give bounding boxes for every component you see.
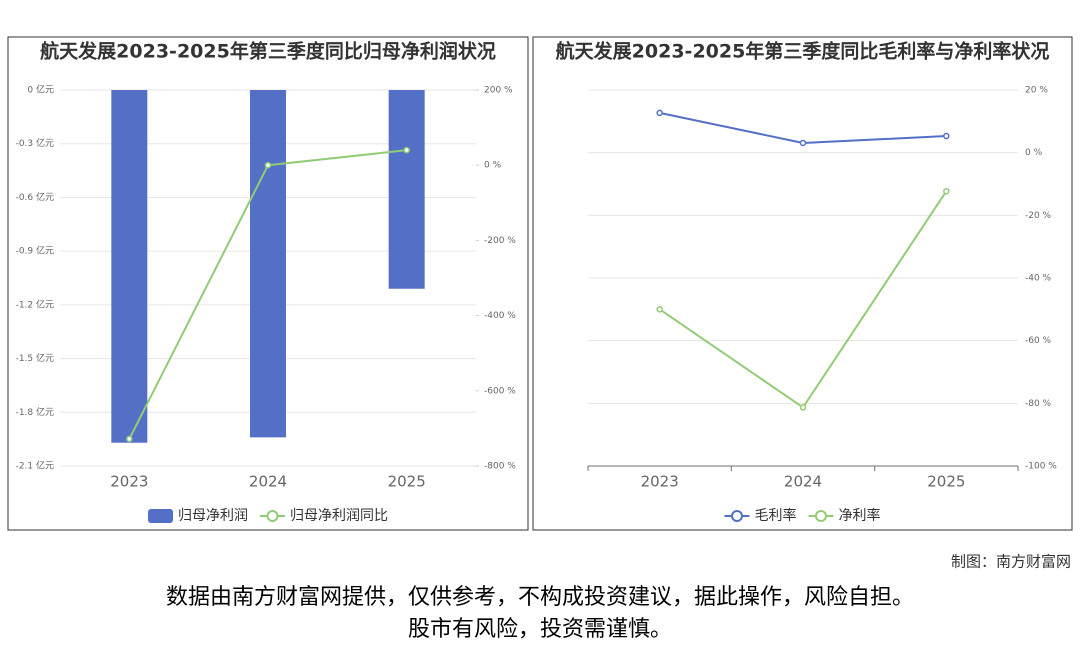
chart: 航天发展2023-2025年第三季度同比毛利率与净利率状况 20 % 0 % -20 …	[556, 40, 1058, 525]
point	[943, 187, 950, 195]
x-tick-label: 2023	[110, 473, 148, 491]
legend-swatch	[266, 510, 279, 522]
point	[126, 435, 133, 443]
legend-label: 归母净利润同比	[290, 507, 388, 524]
point	[799, 404, 807, 411]
y-tick-label: 20 %	[1025, 86, 1048, 96]
x-tick-label: 2024	[249, 473, 287, 491]
y2-tick-label: -800 %	[484, 462, 516, 472]
panel-frame	[7, 36, 529, 531]
y-tick-label: 0 %	[1025, 148, 1043, 158]
y2-tick-label: -200 %	[484, 236, 516, 246]
x-tick-label: 2024	[784, 473, 822, 491]
bar	[388, 90, 425, 289]
legend-swatch	[731, 510, 743, 522]
y-tick-label: -1.2 亿元	[16, 298, 54, 310]
point	[943, 132, 950, 140]
disclaimer: 数据由南方财富网提供，仅供参考，不构成投资建议，据此操作，风险自担。	[166, 585, 914, 610]
panel-frame	[532, 36, 1073, 531]
x-tick-label: 2025	[927, 473, 965, 491]
y2-tick-label: -600 %	[484, 386, 516, 396]
line	[659, 190, 948, 409]
chart-title: 航天发展2023-2025年第三季度同比归母净利润状况	[40, 40, 496, 63]
point	[403, 146, 410, 154]
y-tick-label: -20 %	[1025, 211, 1052, 221]
x-tick-label: 2025	[388, 473, 426, 491]
y-tick-label: -1.8 亿元	[16, 406, 54, 418]
y-tick-label: -80 %	[1025, 399, 1052, 409]
y2-tick-label: -400 %	[484, 311, 516, 321]
y-tick-label: -0.3 亿元	[16, 137, 54, 149]
y-tick-label: -0.6 亿元	[16, 191, 54, 203]
bar	[250, 90, 286, 438]
y-tick-label: -100 %	[1025, 462, 1057, 472]
line	[659, 111, 947, 144]
bar	[111, 90, 148, 443]
y-tick-label: -1.5 亿元	[16, 352, 54, 364]
chart-title: 航天发展2023-2025年第三季度同比毛利率与净利率状况	[556, 40, 1050, 63]
point	[264, 161, 272, 169]
legend-swatch	[148, 509, 173, 523]
x-tick-label: 2023	[641, 473, 679, 491]
y-tick-label: -40 %	[1025, 274, 1052, 284]
legend-label: 净利率	[839, 507, 881, 524]
y-tick-label: -2.1 亿元	[16, 460, 54, 472]
legend-swatch	[815, 510, 827, 522]
legend-label: 毛利率	[755, 507, 797, 524]
legend-label: 归母净利润	[178, 507, 248, 524]
point	[656, 306, 663, 313]
y-tick-label: -60 %	[1025, 336, 1052, 346]
y-tick-label: 0 亿元	[27, 84, 54, 96]
chart: 航天发展2023-2025年第三季度同比归母净利润状况 0 亿元 -0.3 亿元 -0…	[16, 40, 517, 525]
point	[799, 139, 807, 147]
point	[656, 109, 663, 117]
y2-tick-label: 0 %	[484, 161, 502, 171]
credit: 制图：南方财富网	[951, 553, 1071, 571]
y-tick-label: -0.9 亿元	[16, 245, 54, 257]
disclaimer: 股市有风险，投资需谨慎。	[408, 617, 672, 642]
y2-tick-label: 200 %	[484, 86, 513, 96]
